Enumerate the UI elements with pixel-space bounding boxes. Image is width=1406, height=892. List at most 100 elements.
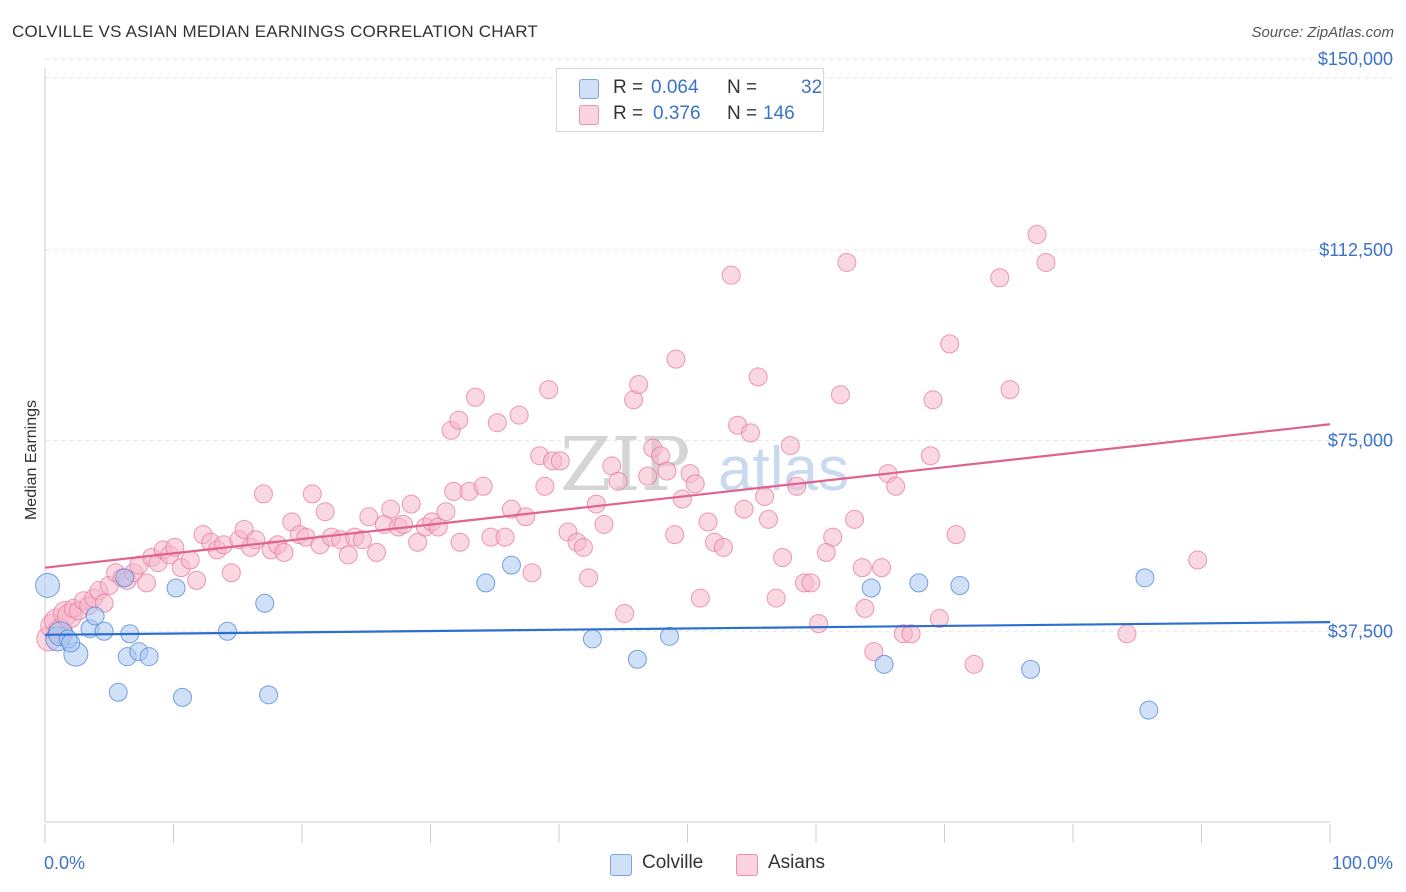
asians-point bbox=[394, 514, 414, 534]
asians-point bbox=[845, 509, 865, 529]
y-axis-label: Median Earnings bbox=[23, 400, 40, 520]
asians-point bbox=[522, 563, 542, 583]
colville-point bbox=[166, 578, 186, 598]
asians-point bbox=[302, 484, 322, 504]
colville-point bbox=[217, 621, 237, 641]
asians-point bbox=[940, 334, 960, 354]
x-tick-label: 0.0% bbox=[44, 853, 85, 873]
colville-point bbox=[255, 593, 275, 613]
asians-point bbox=[449, 410, 469, 430]
colville-point bbox=[259, 685, 279, 705]
asians-point bbox=[901, 624, 921, 644]
colville-point bbox=[476, 573, 496, 593]
chart-source: Source: ZipAtlas.com bbox=[1251, 24, 1394, 41]
colville-point bbox=[627, 649, 647, 669]
asians-point bbox=[748, 367, 768, 387]
asians-point bbox=[809, 614, 829, 634]
asians-point bbox=[780, 436, 800, 456]
asians-point bbox=[665, 525, 685, 545]
legend-n-value: 146 bbox=[763, 103, 795, 124]
x-tick-label: 100.0% bbox=[1332, 853, 1393, 873]
asians-point bbox=[734, 499, 754, 519]
asians-point bbox=[852, 558, 872, 578]
asians-point bbox=[246, 530, 266, 550]
asians-point bbox=[666, 349, 686, 369]
asians-point bbox=[465, 387, 485, 407]
colville-trend-line bbox=[44, 620, 1331, 636]
asians-point bbox=[315, 502, 335, 522]
asians-point bbox=[473, 476, 493, 496]
y-tick-label: $150,000 bbox=[1318, 49, 1393, 69]
asians-point bbox=[698, 512, 718, 532]
colville-point bbox=[861, 578, 881, 598]
chart-title: COLVILLE VS ASIAN MEDIAN EARNINGS CORREL… bbox=[12, 22, 538, 41]
asians-point bbox=[338, 545, 358, 565]
asians-point bbox=[990, 268, 1010, 288]
asians-point bbox=[657, 461, 677, 481]
asians-point bbox=[274, 542, 294, 562]
colville-point bbox=[61, 633, 81, 653]
asians-point bbox=[586, 494, 606, 514]
asians-point bbox=[516, 507, 536, 527]
asians-point bbox=[830, 385, 850, 405]
legend-r-value: 0.376 bbox=[653, 103, 701, 124]
asians-point bbox=[1036, 252, 1056, 272]
asians-point bbox=[381, 499, 401, 519]
asians-point bbox=[685, 474, 705, 494]
colville-point bbox=[1135, 568, 1155, 588]
colville-point bbox=[1139, 700, 1159, 720]
colville-point bbox=[35, 572, 61, 598]
bottom-legend-swatch-asians bbox=[736, 854, 758, 876]
legend-r-label: R = bbox=[613, 103, 644, 124]
colville-point bbox=[660, 626, 680, 646]
asians-point bbox=[629, 375, 649, 395]
legend-n-label: N = bbox=[727, 77, 758, 98]
asians-trend-line bbox=[44, 423, 1331, 569]
asians-point bbox=[495, 527, 515, 547]
data-points bbox=[35, 224, 1208, 720]
asians-point bbox=[1117, 624, 1137, 644]
colville-point bbox=[108, 682, 128, 702]
bottom-legend-label-asians: Asians bbox=[768, 852, 826, 873]
legend-swatch-colville bbox=[579, 79, 599, 99]
trend-lines bbox=[44, 423, 1331, 636]
asians-point bbox=[608, 471, 628, 491]
asians-point bbox=[740, 423, 760, 443]
asians-point bbox=[672, 489, 692, 509]
asians-point bbox=[221, 563, 241, 583]
legend-swatch-asians bbox=[579, 105, 599, 125]
asians-point bbox=[187, 570, 207, 590]
asians-point bbox=[886, 476, 906, 496]
asians-point bbox=[837, 252, 857, 272]
asians-point bbox=[550, 451, 570, 471]
asians-point bbox=[579, 568, 599, 588]
asians-point bbox=[408, 532, 428, 552]
asians-point bbox=[855, 598, 875, 618]
asians-point bbox=[352, 530, 372, 550]
asians-point bbox=[367, 542, 387, 562]
asians-point bbox=[787, 476, 807, 496]
asians-point bbox=[401, 494, 421, 514]
asians-point bbox=[509, 405, 529, 425]
asians-point bbox=[450, 532, 470, 552]
tick-labels: $37,500 $75,000 $112,500 $150,000 0.0% 100.0% bbox=[44, 49, 1393, 873]
asians-point bbox=[713, 537, 733, 557]
asians-point bbox=[721, 265, 741, 285]
asians-point bbox=[690, 588, 710, 608]
stats-legend: R = 0.064 N = 32 R = 0.376 N = 146 bbox=[556, 68, 824, 132]
colville-point bbox=[501, 555, 521, 575]
asians-point bbox=[1188, 550, 1208, 570]
asians-point bbox=[487, 413, 507, 433]
asians-point bbox=[253, 484, 273, 504]
asians-point bbox=[920, 446, 940, 466]
asians-point bbox=[535, 476, 555, 496]
asians-point bbox=[929, 609, 949, 629]
asians-point bbox=[758, 509, 778, 529]
bottom-legend-swatch-colville bbox=[610, 854, 632, 876]
asians-point bbox=[864, 642, 884, 662]
legend-n-value: 32 bbox=[801, 77, 823, 98]
asians-point bbox=[801, 573, 821, 593]
asians-point bbox=[539, 380, 559, 400]
asians-point bbox=[872, 558, 892, 578]
